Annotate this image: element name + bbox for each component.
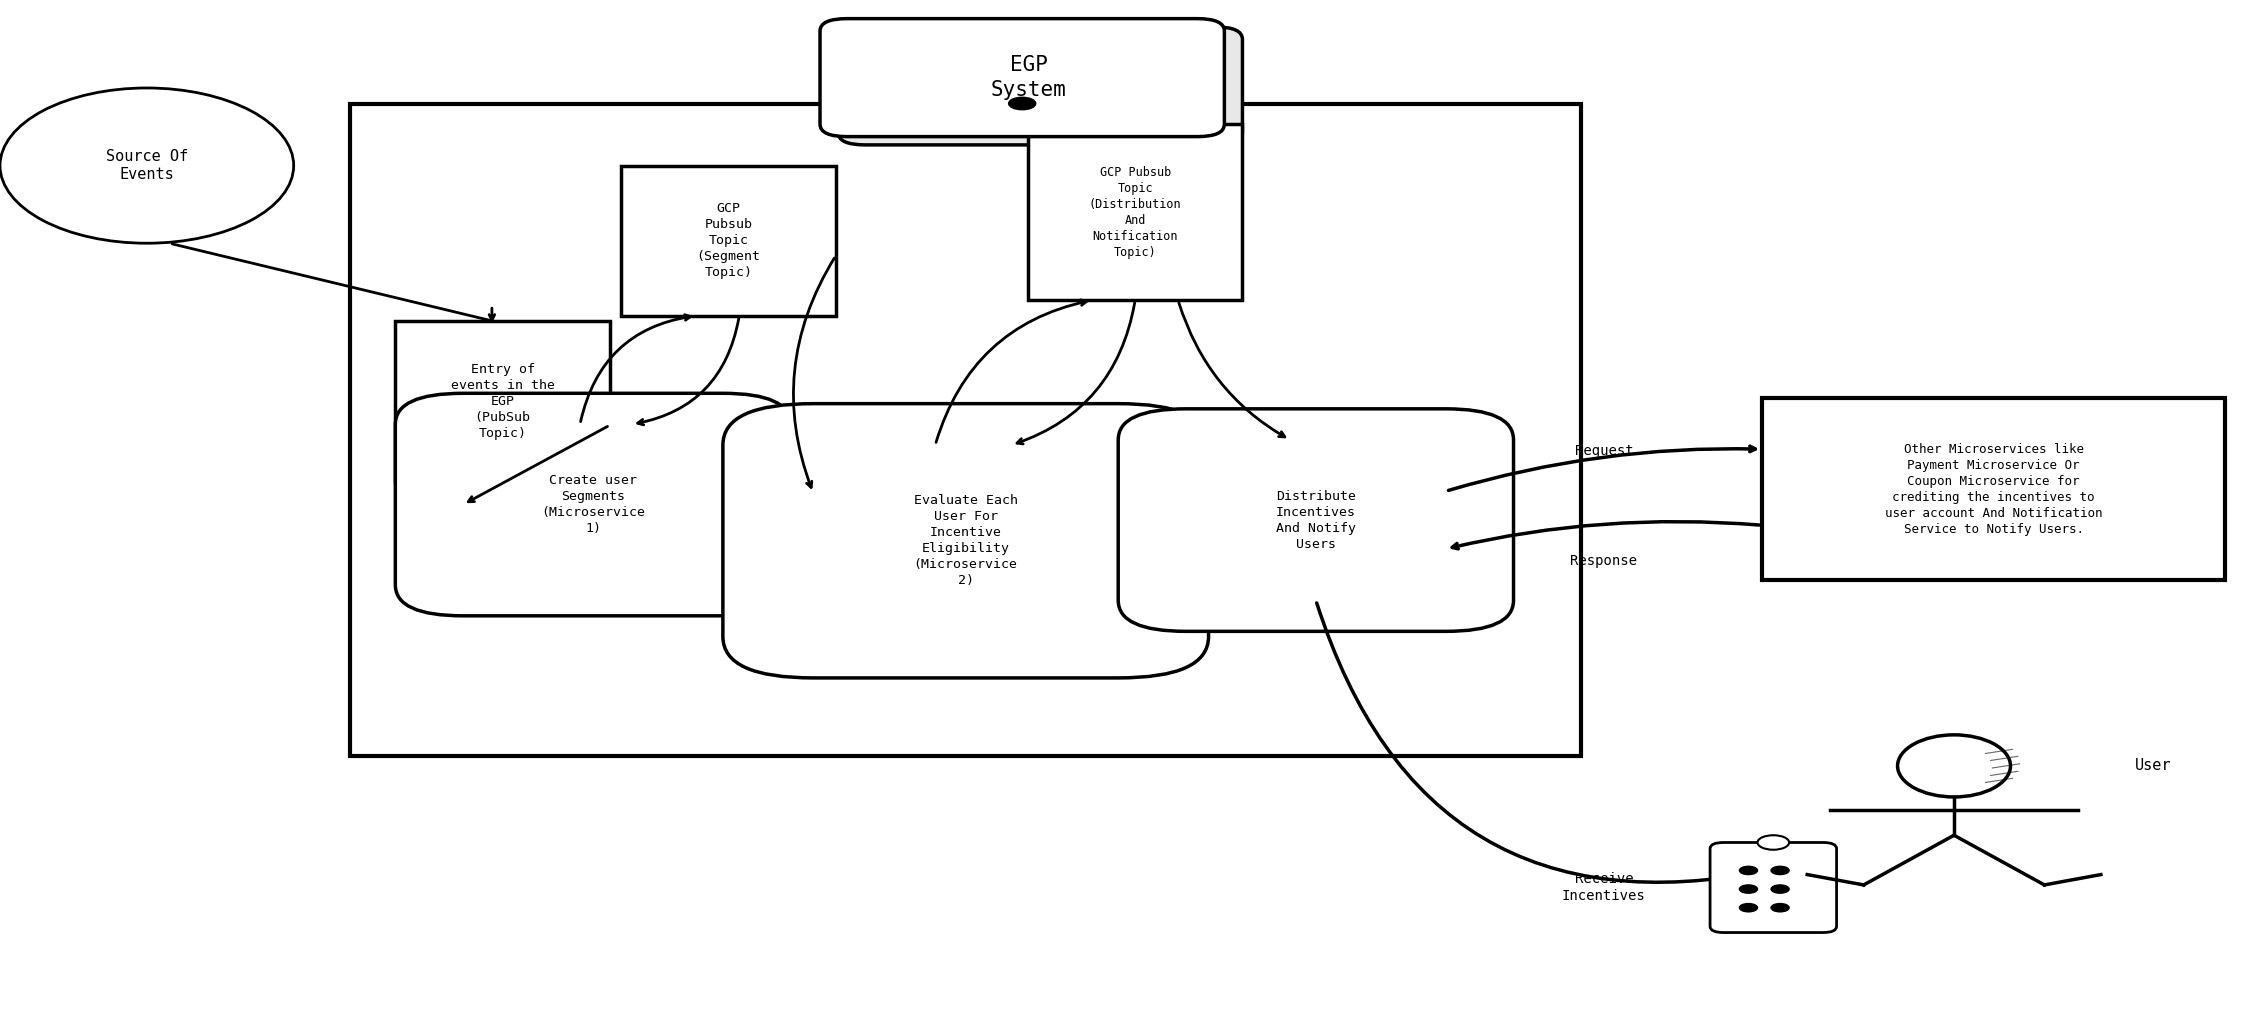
Text: Response: Response bbox=[1570, 554, 1638, 568]
Circle shape bbox=[1739, 885, 1758, 893]
Circle shape bbox=[1739, 866, 1758, 875]
Circle shape bbox=[1771, 866, 1789, 875]
Text: Request: Request bbox=[1575, 444, 1633, 457]
Bar bbox=[395, 321, 610, 481]
Circle shape bbox=[1771, 904, 1789, 912]
FancyBboxPatch shape bbox=[1710, 842, 1837, 933]
Ellipse shape bbox=[0, 88, 294, 243]
Circle shape bbox=[1758, 835, 1789, 850]
Text: GCP Pubsub
Topic
(Distribution
And
Notification
Topic): GCP Pubsub Topic (Distribution And Notif… bbox=[1089, 166, 1181, 259]
Bar bbox=[1762, 398, 2225, 580]
Text: GCP
Pubsub
Topic
(Segment
Topic): GCP Pubsub Topic (Segment Topic) bbox=[696, 202, 761, 279]
Circle shape bbox=[1008, 97, 1035, 110]
FancyBboxPatch shape bbox=[838, 27, 1242, 145]
FancyBboxPatch shape bbox=[395, 393, 791, 616]
Bar bbox=[1028, 124, 1242, 300]
FancyBboxPatch shape bbox=[723, 404, 1209, 678]
Text: User: User bbox=[2135, 759, 2171, 773]
Ellipse shape bbox=[1898, 735, 2011, 797]
Text: Source Of
Events: Source Of Events bbox=[106, 149, 187, 182]
FancyBboxPatch shape bbox=[1118, 409, 1514, 631]
Text: Other Microservices like
Payment Microservice Or
Coupon Microservice for
crediti: Other Microservices like Payment Microse… bbox=[1884, 443, 2103, 535]
Text: Evaluate Each
User For
Incentive
Eligibility
(Microservice
2): Evaluate Each User For Incentive Eligibi… bbox=[913, 495, 1019, 587]
Text: Distribute
Incentives
And Notify
Users: Distribute Incentives And Notify Users bbox=[1276, 490, 1355, 551]
FancyBboxPatch shape bbox=[820, 19, 1224, 137]
Bar bbox=[621, 166, 836, 316]
Circle shape bbox=[1739, 904, 1758, 912]
Text: EGP
System: EGP System bbox=[992, 55, 1066, 100]
Circle shape bbox=[1771, 885, 1789, 893]
Bar bbox=[350, 104, 1581, 756]
Text: Receive
Incentives: Receive Incentives bbox=[1561, 871, 1647, 904]
Text: Entry of
events in the
EGP
(PubSub
Topic): Entry of events in the EGP (PubSub Topic… bbox=[450, 362, 556, 440]
Text: Create user
Segments
(Microservice
1): Create user Segments (Microservice 1) bbox=[540, 474, 646, 535]
